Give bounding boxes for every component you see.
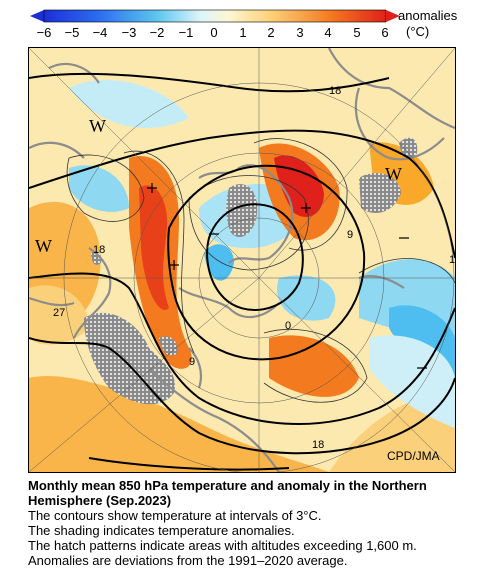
anomaly-markers — [147, 183, 427, 369]
coastline — [188, 347, 203, 389]
hatched-terrain-region — [226, 184, 258, 237]
tick-label: 1 — [239, 25, 246, 40]
anomaly-contour — [66, 154, 145, 222]
coastline — [48, 62, 100, 84]
tick-label: −5 — [65, 25, 80, 40]
tick-label: −6 — [37, 25, 52, 40]
contour-label: 9 — [189, 356, 195, 368]
anomaly-contour — [263, 328, 368, 403]
meridian-line — [29, 277, 260, 472]
contour-label: 1 — [449, 254, 455, 266]
meridian-line — [258, 48, 455, 279]
anomaly-contour — [253, 138, 348, 251]
coastline — [354, 87, 445, 161]
coastline — [29, 141, 85, 159]
tick-label: 6 — [381, 25, 388, 40]
temperature-contour — [29, 129, 455, 259]
meridian-line — [258, 277, 455, 472]
coastline — [29, 296, 75, 307]
warm-anomaly-region — [29, 285, 89, 345]
contour-label: 9 — [347, 229, 353, 241]
figure-caption: Monthly mean 850 hPa temperature and ano… — [28, 478, 468, 568]
temperature-contour — [29, 337, 455, 455]
tick-label: 5 — [353, 25, 360, 40]
hatched-terrain-region — [359, 173, 401, 213]
warm-anomaly-region — [139, 185, 169, 310]
coastline — [178, 287, 280, 319]
temperature-contour — [29, 72, 390, 93]
caption-line: The shading indicates temperature anomal… — [28, 523, 295, 538]
caption-title-line: Monthly mean 850 hPa temperature and ano… — [28, 478, 427, 493]
tick-label: −4 — [93, 25, 108, 40]
hatched-terrain-region — [84, 312, 175, 405]
polar-map: W W W 18 18 27 9 9 0 18 1 — [28, 47, 456, 473]
colorbar-title: anomalies — [398, 8, 458, 23]
hatched-terrain-region — [399, 137, 418, 159]
contour-label: 0 — [285, 320, 291, 332]
contour-label: 18 — [93, 244, 105, 256]
warm-region-label: W — [385, 164, 402, 184]
temperature-contour — [206, 203, 304, 311]
plus-marker — [169, 260, 179, 270]
lat-lon-grid — [29, 48, 455, 472]
warm-region-label: W — [89, 116, 106, 136]
warm-anomaly-region — [269, 335, 359, 397]
anomaly-contour — [358, 258, 455, 284]
contour-label: 18 — [329, 85, 341, 97]
colorbar-graphic: −6 −5 −4 −3 −2 −1 0 1 2 3 4 5 6 — [30, 9, 400, 40]
colorbar-bar — [43, 9, 387, 23]
coastline — [148, 367, 280, 472]
meridian-line — [29, 48, 260, 279]
caption-title-line: Hemisphere (Sep.2023) — [28, 493, 172, 508]
tick-label: −2 — [150, 25, 165, 40]
tick-label: 0 — [210, 25, 217, 40]
plus-marker — [301, 203, 311, 213]
cool-anomaly-region — [277, 275, 336, 321]
tick-label: −1 — [179, 25, 194, 40]
plus-marker — [147, 183, 157, 193]
tick-label: 3 — [296, 25, 303, 40]
contour-label: 27 — [53, 307, 65, 319]
cool-anomaly-region — [69, 79, 189, 128]
coastline — [73, 247, 112, 339]
credit-label: CPD/JMA — [387, 449, 440, 463]
cool-anomaly-region — [204, 244, 234, 281]
contour-label: 18 — [312, 439, 324, 451]
warm-anomaly-region — [274, 155, 324, 217]
caption-line: The contours show temperature at interva… — [28, 508, 322, 523]
anomaly-colorbar: −6 −5 −4 −3 −2 −1 0 1 2 3 4 5 6 anomalie… — [0, 0, 480, 44]
tick-label: −3 — [122, 25, 137, 40]
colorbar-left-arrow — [30, 10, 44, 22]
caption-line: Anomalies are deviations from the 1991–2… — [28, 553, 348, 568]
cool-anomaly-region — [69, 165, 129, 212]
temperature-contour — [88, 457, 290, 471]
map-labels: W W W — [35, 116, 402, 256]
tick-label: 4 — [324, 25, 331, 40]
hatched-terrain — [84, 137, 418, 405]
colorbar-right-arrow — [386, 10, 400, 22]
contour-labels: 18 18 27 9 9 0 18 1 — [53, 85, 455, 451]
colorbar-ticks: −6 −5 −4 −3 −2 −1 0 1 2 3 4 5 6 — [37, 25, 389, 40]
anomaly-contour — [123, 150, 195, 354]
caption-line: The hatch patterns indicate areas with a… — [28, 538, 417, 553]
warm-region-label: W — [35, 236, 52, 256]
coastline — [328, 48, 455, 130]
colorbar-unit: (°C) — [406, 24, 430, 39]
map-graphic: W W W 18 18 27 9 9 0 18 1 — [29, 48, 455, 472]
tick-label: 2 — [267, 25, 274, 40]
warm-anomaly-region — [29, 376, 329, 472]
